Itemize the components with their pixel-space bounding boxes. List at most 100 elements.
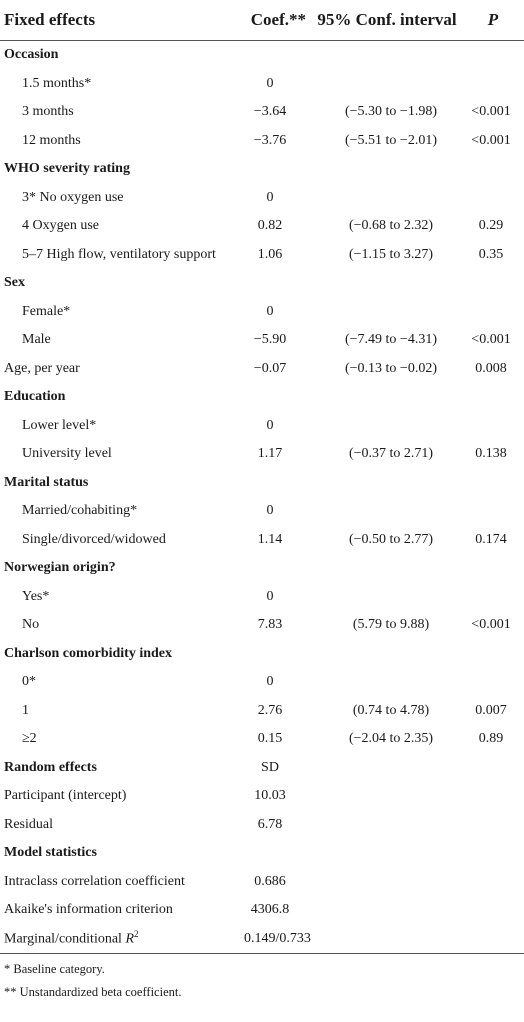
row-label: Charlson comorbidity index: [4, 645, 173, 661]
table-row: Residual 6.78: [0, 811, 524, 840]
section-row: Occasion: [0, 41, 524, 70]
row-label: 4 Oxygen use: [22, 218, 99, 234]
table-row: ≥2 0.15 (−2.04 to 2.35) 0.89: [0, 725, 524, 754]
table-row: Yes* 0: [0, 583, 524, 612]
conf-interval-value: (−1.15 to 3.27): [348, 246, 434, 262]
coef-value: 4306.8: [250, 902, 290, 918]
row-label: Random effects: [4, 759, 97, 775]
section-row: Random effects SD: [0, 754, 524, 783]
row-label: Sex: [4, 275, 25, 291]
row-label: WHO severity rating: [4, 161, 130, 177]
coef-value: [244, 155, 312, 184]
table-row: Married/cohabiting* 0: [0, 497, 524, 526]
row-label: ≥2: [22, 731, 37, 747]
coef-value: [244, 839, 312, 868]
section-row: Norwegian origin?: [0, 554, 524, 583]
row-label: 1.5 months*: [22, 75, 92, 91]
p-value: [462, 70, 524, 99]
conf-interval-value: [312, 896, 462, 925]
p-value: <0.001: [471, 332, 511, 348]
section-row: Education: [0, 383, 524, 412]
conf-interval-value: [312, 412, 462, 441]
footnotes: * Baseline category. ** Unstandardized b…: [0, 958, 524, 1004]
conf-interval-value: [312, 469, 462, 498]
p-value: [462, 754, 524, 783]
coef-value: 10.03: [254, 788, 286, 804]
table-body: Occasion 1.5 months* 0 3 months −3.64 (−5.30 …: [0, 41, 524, 954]
coef-value: [244, 269, 312, 298]
p-value: [462, 184, 524, 213]
conf-interval-value: [312, 41, 462, 70]
table-row: 0* 0: [0, 668, 524, 697]
header-fixed-effects: Fixed effects: [0, 0, 244, 41]
table-row: Female* 0: [0, 298, 524, 327]
conf-interval-value: [312, 868, 462, 897]
conf-interval-value: [312, 383, 462, 412]
table-row: 5–7 High flow, ventilatory support 1.06 (−…: [0, 241, 524, 270]
p-value: [462, 269, 524, 298]
row-label: 3 months: [22, 104, 74, 120]
coef-value: 0.15: [257, 731, 283, 747]
coef-value: −3.64: [253, 104, 287, 120]
coef-value: −5.90: [253, 332, 287, 348]
row-label: Single/divorced/widowed: [22, 531, 166, 547]
conf-interval-value: (−0.13 to −0.02): [344, 360, 437, 376]
p-value: [462, 155, 524, 184]
row-label: Participant (intercept): [4, 788, 127, 804]
section-row: Sex: [0, 269, 524, 298]
header-row: Fixed effects Coef.** 95% Conf. interval…: [0, 0, 524, 41]
p-value: 0.174: [475, 531, 507, 547]
row-label: Model statistics: [4, 845, 97, 861]
table-row: 1 2.76 (0.74 to 4.78) 0.007: [0, 697, 524, 726]
row-label: Occasion: [4, 47, 59, 63]
conf-interval-value: [312, 269, 462, 298]
p-value: [462, 640, 524, 669]
row-label: Marginal/conditional R2: [0, 924, 244, 954]
header-coef: Coef.**: [244, 0, 312, 41]
conf-interval-value: [312, 554, 462, 583]
coef-value: 0: [266, 189, 274, 205]
row-label: Norwegian origin?: [4, 560, 116, 576]
row-label: Intraclass correlation coefficient: [4, 873, 185, 889]
row-label: Age, per year: [4, 360, 80, 376]
coef-value: SD: [261, 759, 279, 775]
coef-value: [244, 640, 312, 669]
row-label: 1: [22, 702, 29, 718]
conf-interval-value: [312, 155, 462, 184]
table-row: 3* No oxygen use 0: [0, 184, 524, 213]
footnote-baseline: * Baseline category.: [4, 962, 105, 976]
section-row: Charlson comorbidity index: [0, 640, 524, 669]
footnote-coefficient: ** Unstandardized beta coefficient.: [4, 985, 182, 999]
coef-value: 2.76: [257, 702, 283, 718]
coef-value: 0: [266, 674, 274, 690]
conf-interval-value: (−7.49 to −4.31): [344, 332, 437, 348]
coef-value: 0: [266, 75, 274, 91]
coef-value: 0: [266, 303, 274, 319]
section-row: Marital status: [0, 469, 524, 498]
table-row: Akaike's information criterion 4306.8: [0, 896, 524, 925]
conf-interval-value: [312, 184, 462, 213]
coef-value: [244, 469, 312, 498]
row-label: Lower level*: [22, 417, 97, 433]
conf-interval-value: [312, 754, 462, 783]
conf-interval-value: (−0.37 to 2.71): [348, 446, 434, 462]
p-value: <0.001: [471, 132, 511, 148]
section-row: Model statistics: [0, 839, 524, 868]
p-value: [462, 839, 524, 868]
coef-value: 1.17: [257, 446, 283, 462]
conf-interval-value: [312, 924, 462, 954]
p-value: [462, 811, 524, 840]
row-label: 0*: [22, 674, 36, 690]
p-value: [462, 412, 524, 441]
row-label: Akaike's information criterion: [4, 902, 173, 918]
conf-interval-value: [312, 583, 462, 612]
conf-interval-value: [312, 839, 462, 868]
conf-interval-value: [312, 640, 462, 669]
conf-interval-value: (−5.51 to −2.01): [344, 132, 437, 148]
coef-value: [244, 383, 312, 412]
conf-interval-value: (−5.30 to −1.98): [344, 104, 437, 120]
p-value: 0.007: [475, 702, 507, 718]
conf-interval-value: (−2.04 to 2.35): [348, 731, 434, 747]
conf-interval-value: [312, 298, 462, 327]
p-value: [462, 782, 524, 811]
